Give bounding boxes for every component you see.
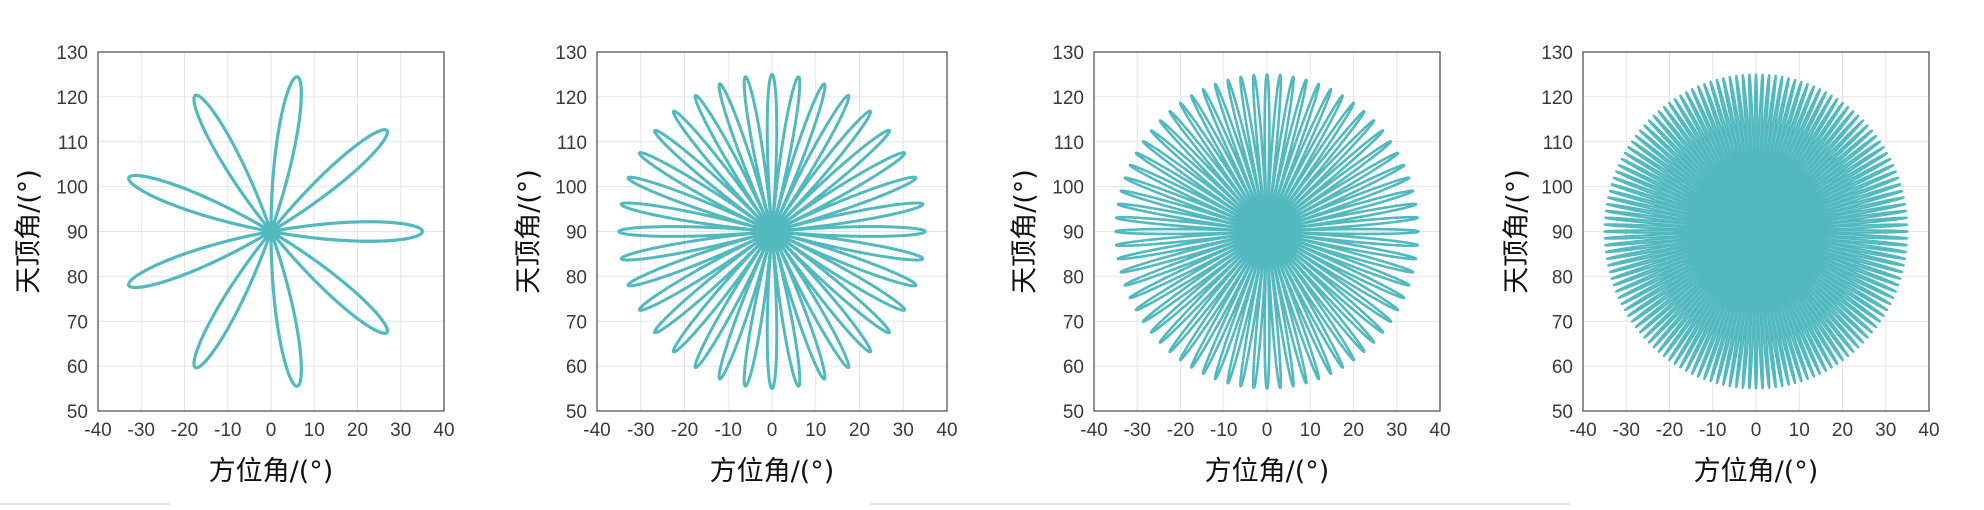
x-tick-label: 30 (390, 420, 411, 441)
bottom-rule-middle (870, 503, 1570, 505)
y-tick-label: 90 (1063, 223, 1084, 244)
chart-3-svg: -40 -30 -20 -10 0 10 20 30 40 50 60 70 80 90 100 110 120… (1010, 43, 1451, 487)
chart-4-svg: -40 -30 -20 -10 0 10 20 30 40 50 60 70 80 90 100 110 120… (1502, 43, 1940, 487)
y-tick-label: 90 (1552, 223, 1573, 244)
x-tick-label: 40 (1918, 420, 1939, 441)
x-tick-label: 0 (1262, 420, 1273, 441)
y-tick-label: 110 (557, 133, 587, 154)
y-tick-label: 110 (58, 133, 88, 154)
x-tick-label: 0 (266, 420, 277, 441)
x-tick-label: -40 (84, 420, 111, 441)
x-tick-label: -30 (128, 420, 155, 441)
chart-panel-4: -40 -30 -20 -10 0 10 20 30 40 50 60 70 80 90 100 110 120… (1488, 0, 1984, 510)
y-tick-label: 110 (1054, 133, 1084, 154)
x-tick-label: 10 (805, 420, 826, 441)
x-tick-label: 40 (936, 420, 957, 441)
x-tick-label: -20 (1656, 420, 1683, 441)
chart-panel-3: -40 -30 -20 -10 0 10 20 30 40 50 60 70 80 90 100 110 120… (996, 0, 1492, 510)
y-tick-label: 60 (67, 357, 88, 378)
y-tick-label: 50 (67, 402, 88, 423)
y-tick-label: 110 (1543, 133, 1573, 154)
y-tick-label: 120 (1052, 88, 1084, 109)
x-tick-label: 10 (1789, 420, 1810, 441)
y-tick-label: 130 (1541, 43, 1573, 64)
y-tick-label: 120 (555, 88, 587, 109)
y-tick-label: 120 (1541, 88, 1573, 109)
y-tick-label: 80 (1552, 267, 1573, 288)
y-tick-label: 130 (56, 43, 88, 64)
chart-3-plot-frame (1093, 51, 1441, 412)
x-tick-label: -40 (583, 420, 610, 441)
chart-1-svg: -40 -30 -20 -10 0 10 20 30 40 50 60 70 80 90 100 110 120… (14, 43, 455, 487)
y-tick-label: 70 (566, 312, 587, 333)
y-tick-label: 90 (67, 223, 88, 244)
chart-2-svg: -40 -30 -20 -10 0 10 20 30 40 50 60 70 80 90 100 110 120… (514, 43, 958, 487)
y-tick-label: 100 (1052, 178, 1084, 199)
bottom-rule-left (0, 503, 170, 505)
x-tick-label: 20 (849, 420, 870, 441)
y-tick-label: 100 (56, 178, 88, 199)
x-tick-label: 10 (1300, 420, 1321, 441)
x-tick-label: 30 (1875, 420, 1896, 441)
y-tick-label: 130 (1052, 43, 1084, 64)
x-tick-label: -30 (1124, 420, 1151, 441)
x-tick-label: 20 (347, 420, 368, 441)
chart-2-plot-frame (596, 51, 948, 412)
x-axis-title: 方位角/(°) (1205, 456, 1330, 487)
y-tick-label: 90 (566, 223, 587, 244)
chart-4-series-line (1603, 73, 1909, 390)
y-tick-label: 130 (555, 43, 587, 64)
y-axis-title: 天顶角/(°) (514, 169, 545, 294)
y-tick-label: 50 (566, 402, 587, 423)
x-tick-label: -10 (1699, 420, 1726, 441)
y-axis-title: 天顶角/(°) (14, 169, 45, 294)
x-tick-label: -20 (1167, 420, 1194, 441)
x-axis-title: 方位角/(°) (710, 456, 835, 487)
chart-1-series-line (127, 75, 424, 388)
y-tick-label: 80 (566, 267, 587, 288)
x-tick-label: -10 (214, 420, 241, 441)
y-tick-label: 70 (1063, 312, 1084, 333)
x-tick-label: 20 (1832, 420, 1853, 441)
y-tick-label: 80 (1063, 267, 1084, 288)
x-axis-title: 方位角/(°) (209, 456, 334, 487)
y-tick-label: 70 (1552, 312, 1573, 333)
chart-panel-2: -40 -30 -20 -10 0 10 20 30 40 50 60 70 80 90 100 110 120… (500, 0, 996, 510)
chart-3-series-line (1114, 73, 1420, 390)
y-tick-label: 100 (555, 178, 587, 199)
x-tick-label: -40 (1569, 420, 1596, 441)
x-tick-label: -20 (171, 420, 198, 441)
chart-2-series-line (617, 72, 927, 391)
x-tick-label: 40 (433, 420, 454, 441)
x-axis-title: 方位角/(°) (1694, 456, 1819, 487)
x-tick-label: 10 (304, 420, 325, 441)
x-tick-label: -20 (671, 420, 698, 441)
x-tick-label: 0 (1751, 420, 1762, 441)
chart-1-plot-frame (97, 51, 445, 412)
x-tick-label: 30 (893, 420, 914, 441)
y-tick-label: 60 (1552, 357, 1573, 378)
x-tick-label: -40 (1080, 420, 1107, 441)
chart-panel-1: -40 -30 -20 -10 0 10 20 30 40 50 60 70 80 90 100 110 120… (0, 0, 496, 510)
y-tick-label: 60 (1063, 357, 1084, 378)
y-tick-label: 50 (1552, 402, 1573, 423)
x-tick-label: 0 (767, 420, 778, 441)
chart-4-plot-frame (1582, 51, 1930, 412)
y-axis-title: 天顶角/(°) (1502, 169, 1533, 294)
x-tick-label: 20 (1343, 420, 1364, 441)
x-tick-label: 40 (1429, 420, 1450, 441)
y-tick-label: 80 (67, 267, 88, 288)
y-tick-label: 120 (56, 88, 88, 109)
y-axis-title: 天顶角/(°) (1010, 169, 1041, 294)
y-tick-label: 70 (67, 312, 88, 333)
y-tick-label: 60 (566, 357, 587, 378)
x-tick-label: 30 (1386, 420, 1407, 441)
y-tick-label: 100 (1541, 178, 1573, 199)
y-tick-label: 50 (1063, 402, 1084, 423)
x-tick-label: -30 (1613, 420, 1640, 441)
x-tick-label: -10 (715, 420, 742, 441)
x-tick-label: -10 (1210, 420, 1237, 441)
x-tick-label: -30 (627, 420, 654, 441)
